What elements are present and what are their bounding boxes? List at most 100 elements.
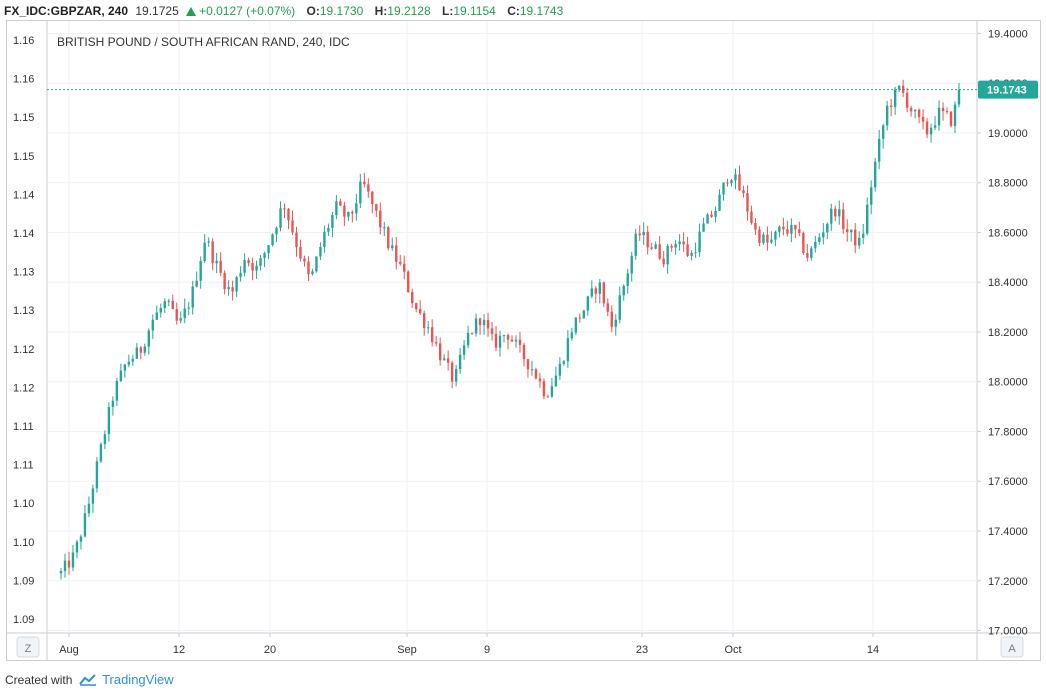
up-triangle-icon [186, 7, 197, 16]
candle-body [426, 327, 430, 329]
candle-body [415, 303, 418, 310]
candle-body [151, 319, 154, 331]
candle-body [403, 263, 406, 272]
candle-body [454, 369, 458, 382]
left-axis-label: 1.14 [13, 189, 34, 201]
candle-body [231, 287, 234, 292]
right-axis-label: 17.0000 [988, 626, 1028, 638]
candle-body [518, 339, 522, 345]
candle-body [838, 209, 841, 217]
left-axis-label: 1.15 [13, 151, 34, 163]
candle-body [203, 242, 206, 261]
right-axis-label: 19.0000 [988, 128, 1028, 140]
candle-body [434, 342, 438, 344]
candle-body [710, 214, 713, 217]
candle-body [754, 222, 757, 230]
candle-body [802, 233, 805, 254]
candle-body [450, 362, 454, 382]
candle-body [207, 241, 210, 243]
right-axis-label: 19.4000 [988, 28, 1028, 40]
candle-body [885, 105, 889, 126]
candle-body [646, 231, 649, 248]
candle-body [195, 280, 198, 287]
candle-body [482, 319, 486, 326]
candle-body [247, 260, 250, 264]
candle-body [462, 345, 466, 355]
auto-scale-button[interactable] [1000, 636, 1024, 658]
candle-body [742, 190, 745, 194]
candle-body [91, 488, 95, 504]
candle-body [594, 288, 598, 294]
candle-body [862, 233, 865, 238]
candle-body [490, 328, 494, 334]
candle-body [774, 231, 777, 240]
candle-body [869, 187, 873, 205]
right-axis-label: 18.8000 [988, 178, 1028, 190]
candle-body [87, 503, 91, 514]
candle-body [514, 339, 518, 342]
left-axis-label: 1.11 [13, 460, 34, 472]
symbol-label: FX_IDC:GBPZAR, 240 [4, 4, 129, 18]
candle-body [554, 375, 558, 387]
candle-body [622, 285, 625, 296]
candle-body [794, 225, 797, 230]
candle-body [746, 193, 749, 212]
candle-body [323, 231, 326, 247]
candle-body [702, 223, 705, 232]
candle-body [331, 215, 334, 228]
candle-body [259, 258, 262, 266]
candle-body [957, 89, 961, 105]
candle-body [578, 317, 582, 319]
tradingview-brand: TradingView [102, 672, 174, 687]
candle-body [873, 161, 877, 188]
candle-body [99, 444, 103, 462]
left-axis-label: 1.09 [13, 575, 34, 587]
time-axis-label: 14 [867, 644, 879, 656]
candle-body [846, 229, 849, 233]
candle-body [419, 309, 422, 314]
high-value: 19.2128 [387, 4, 431, 18]
candle-body [606, 303, 609, 312]
candle-body [335, 201, 338, 216]
candle-body [275, 227, 278, 235]
price-change: +0.0127 (+0.07%) [199, 4, 296, 18]
candle-body [574, 317, 578, 333]
candle-body [526, 359, 530, 370]
candle-body [766, 234, 769, 243]
candle-body [830, 208, 833, 224]
candle-body [219, 260, 222, 273]
candle-body [359, 181, 362, 204]
candle-body [143, 346, 147, 353]
candle-body [295, 232, 298, 248]
candle-body [458, 354, 462, 370]
candle-body [610, 311, 613, 327]
candle-body [762, 234, 765, 243]
footer: Created with TradingView [5, 672, 174, 687]
left-axis-label: 1.11 [13, 421, 34, 433]
left-axis-label: 1.10 [13, 537, 34, 549]
candle-body [921, 116, 925, 122]
close-value: 19.1743 [519, 4, 564, 18]
price-chart[interactable]: 19.400019.200019.000018.800018.600018.40… [7, 21, 1040, 660]
chart-frame[interactable]: 19.400019.200019.000018.800018.600018.40… [6, 20, 1041, 661]
candle-body [327, 227, 330, 232]
candle-body [738, 174, 741, 191]
candle-body [470, 332, 474, 334]
candle-body [235, 277, 238, 292]
right-axis-label: 18.2000 [988, 327, 1028, 339]
candle-body [486, 319, 490, 329]
candle-body [614, 319, 617, 327]
zoom-reset-button[interactable] [16, 636, 40, 658]
candle-body [678, 241, 681, 245]
candle-body [438, 343, 442, 361]
candle-body [630, 255, 633, 274]
candle-body [562, 361, 566, 364]
candle-body [662, 258, 665, 265]
open-value: 19.1730 [319, 4, 364, 18]
candle-body [877, 138, 881, 162]
candle-body [287, 208, 290, 221]
candle-body [123, 364, 127, 371]
candle-body [897, 85, 901, 90]
candle-body [889, 105, 893, 108]
candle-body [953, 104, 957, 126]
